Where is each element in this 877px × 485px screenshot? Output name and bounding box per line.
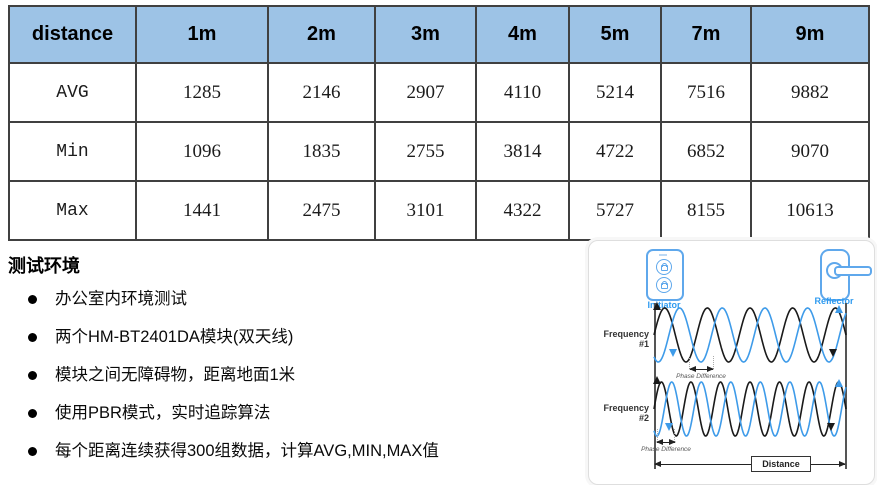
list-item: 使用PBR模式，实时追踪算法 — [8, 402, 568, 425]
table-row-max: Max 1441 2475 3101 4322 5727 8155 10613 — [8, 180, 870, 241]
cell-min-1m: 1096 — [135, 121, 269, 182]
cell-max-4m: 4322 — [475, 180, 570, 241]
reflector-door-handle-icon — [820, 249, 872, 301]
table-row-avg: AVG 1285 2146 2907 4110 5214 7516 9882 — [8, 62, 870, 123]
test-environment-section: 测试环境 办公室内环境测试 两个HM-BT2401DA模块(双天线) 模块之间无… — [8, 252, 568, 478]
cell-max-5m: 5727 — [568, 180, 662, 241]
col-header-9m: 9m — [750, 5, 870, 64]
phase-difference-label-2: Phase Difference — [641, 446, 691, 453]
col-header-2m: 2m — [267, 5, 376, 64]
phase-measurement-diagram: Initiator Reflector Frequency #1 Phase D… — [588, 240, 875, 485]
cell-min-4m: 3814 — [475, 121, 570, 182]
list-item: 模块之间无障碍物，距离地面1米 — [8, 364, 568, 387]
cell-avg-1m: 1285 — [135, 62, 269, 123]
distance-arrow: Distance — [654, 456, 846, 472]
cell-max-7m: 8155 — [660, 180, 752, 241]
bullet-icon — [28, 295, 37, 304]
wave-arrow — [835, 379, 843, 387]
list-item: 办公室内环境测试 — [8, 288, 568, 311]
cell-avg-7m: 7516 — [660, 62, 752, 123]
initiator-phone-icon — [646, 249, 684, 301]
cell-min-9m: 9070 — [750, 121, 870, 182]
list-item-text: 每个距离连续获得300组数据，计算AVG,MIN,MAX值 — [55, 442, 439, 460]
wave-arrow — [669, 349, 677, 357]
cell-avg-9m: 9882 — [750, 62, 870, 123]
cell-min-2m: 1835 — [267, 121, 376, 182]
wave-arrow — [829, 349, 837, 357]
cell-avg-5m: 5214 — [568, 62, 662, 123]
frequency2-wave — [653, 381, 847, 437]
bullet-icon — [28, 333, 37, 342]
table-header-row: distance 1m 2m 3m 4m 5m 7m 9m — [8, 5, 870, 64]
bullet-icon — [28, 447, 37, 456]
phase-arrow — [689, 366, 714, 372]
cell-max-2m: 2475 — [267, 180, 376, 241]
col-header-3m: 3m — [374, 5, 477, 64]
row-label-min: Min — [8, 121, 137, 182]
col-header-4m: 4m — [475, 5, 570, 64]
bullet-icon — [28, 371, 37, 380]
wave-arrow — [827, 423, 835, 431]
list-item: 每个距离连续获得300组数据，计算AVG,MIN,MAX值 — [8, 440, 568, 463]
list-item-text: 模块之间无障碍物，距离地面1米 — [55, 366, 296, 384]
reflector-label: Reflector — [814, 296, 854, 306]
cell-min-7m: 6852 — [660, 121, 752, 182]
col-header-5m: 5m — [568, 5, 662, 64]
row-label-avg: AVG — [8, 62, 137, 123]
col-header-7m: 7m — [660, 5, 752, 64]
cell-min-5m: 4722 — [568, 121, 662, 182]
cell-avg-2m: 2146 — [267, 62, 376, 123]
list-item-text: 使用PBR模式，实时追踪算法 — [55, 404, 271, 422]
distance-results-table: distance 1m 2m 3m 4m 5m 7m 9m AVG 1285 2… — [8, 5, 870, 241]
cell-avg-4m: 4110 — [475, 62, 570, 123]
wave-arrow — [835, 305, 843, 313]
phase-arrow — [656, 439, 676, 445]
cell-avg-3m: 2907 — [374, 62, 477, 123]
row-label-max: Max — [8, 180, 137, 241]
phase-difference-label-1: Phase Difference — [676, 373, 726, 380]
phone-speaker — [659, 254, 667, 256]
reflector-boundary-line — [845, 303, 847, 469]
list-item-text: 两个HM-BT2401DA模块(双天线) — [55, 328, 294, 346]
test-environment-title: 测试环境 — [8, 256, 80, 276]
frequency1-label: Frequency #1 — [603, 329, 649, 349]
test-environment-list: 办公室内环境测试 两个HM-BT2401DA模块(双天线) 模块之间无障碍物，距… — [8, 288, 568, 463]
list-item: 两个HM-BT2401DA模块(双天线) — [8, 326, 568, 349]
initiator-label: Initiator — [647, 300, 681, 310]
bullet-icon — [28, 409, 37, 418]
wave-arrow — [653, 376, 661, 384]
col-header-1m: 1m — [135, 5, 269, 64]
frequency2-label: Frequency #2 — [603, 403, 649, 423]
lock-icon — [656, 259, 672, 275]
lock-icon — [656, 277, 672, 293]
list-item-text: 办公室内环境测试 — [55, 290, 187, 308]
wave-arrow — [665, 423, 673, 431]
table-row-min: Min 1096 1835 2755 3814 4722 6852 9070 — [8, 121, 870, 182]
initiator-boundary-line — [654, 303, 656, 469]
cell-min-3m: 2755 — [374, 121, 477, 182]
distance-label: Distance — [751, 456, 811, 472]
cell-max-1m: 1441 — [135, 180, 269, 241]
cell-max-9m: 10613 — [750, 180, 870, 241]
wave-arrow — [653, 302, 661, 310]
frequency1-wave — [653, 307, 847, 363]
col-header-distance: distance — [8, 5, 137, 64]
cell-max-3m: 3101 — [374, 180, 477, 241]
